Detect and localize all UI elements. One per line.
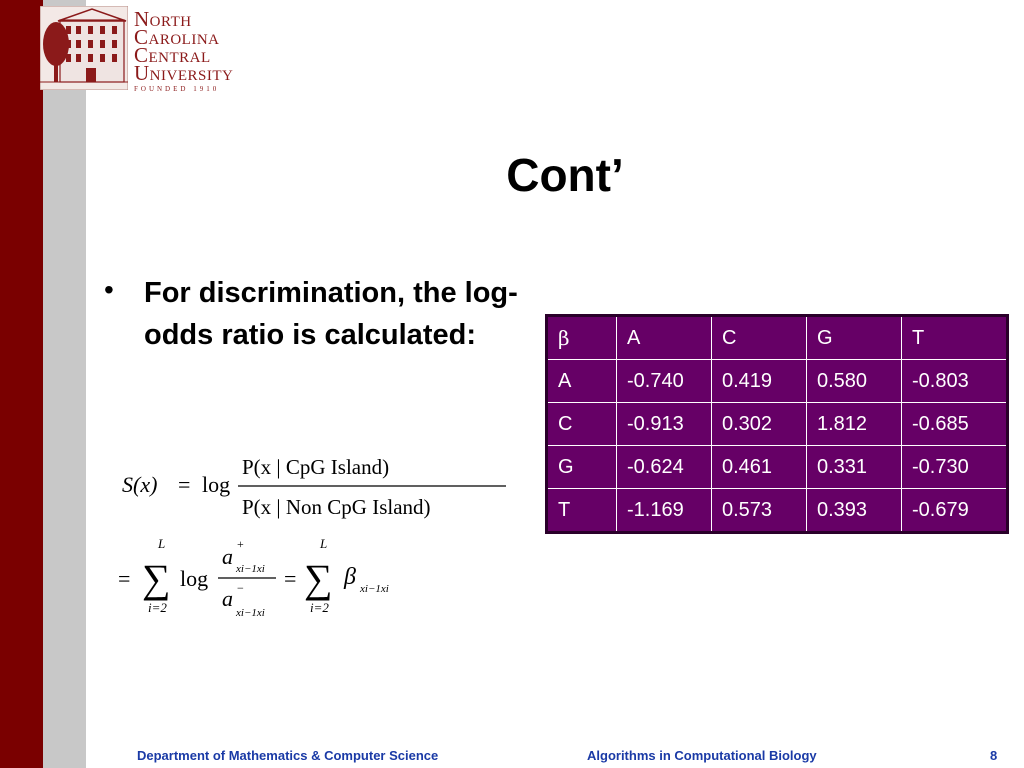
minus-superscript: −: [237, 581, 244, 595]
table-cell: 0.580: [806, 359, 902, 403]
page-number: 8: [990, 748, 998, 763]
table-cell: -0.679: [901, 488, 1008, 533]
equals-sign: =: [178, 472, 190, 497]
table-header-cell: β: [546, 315, 617, 360]
beta-symbol: β: [343, 564, 356, 590]
left-gray-stripe: [43, 0, 86, 768]
logo-founded: FOUNDED 1910: [134, 85, 220, 93]
table-header-row: β A C G T: [546, 315, 1008, 360]
table-cell: 0.302: [711, 402, 807, 446]
sum-equation: = L ∑ i=2 log a + xi−1xi a − xi−1xi = L …: [118, 536, 389, 619]
table-row: C -0.913 0.302 1.812 -0.685: [546, 402, 1008, 446]
a-plus-subscript: xi−1xi: [235, 563, 265, 575]
table-row: A -0.740 0.419 0.580 -0.803: [546, 359, 1008, 403]
table-cell: 0.331: [806, 445, 902, 489]
a-minus: a: [222, 586, 233, 611]
beta-table: β A C G T A -0.740 0.419 0.580 -0.803 C …: [545, 314, 1009, 534]
logo-line-4: University: [134, 61, 234, 85]
table-cell: C: [546, 402, 617, 446]
table-cell: T: [546, 488, 617, 533]
footer-course: Algorithms in Computational Biology: [587, 748, 817, 763]
table-cell: 1.812: [806, 402, 902, 446]
footer-department: Department of Mathematics & Computer Sci…: [137, 748, 439, 763]
table-row: G -0.624 0.461 0.331 -0.730: [546, 445, 1008, 489]
equation-denominator: P(x | Non CpG Island): [242, 495, 431, 519]
table-cell: -0.803: [901, 359, 1008, 403]
beta-subscript: xi−1xi: [359, 583, 389, 595]
table-cell: 0.419: [711, 359, 807, 403]
equals-sign-2: =: [118, 566, 130, 591]
bullet-dot-icon: •: [104, 274, 114, 305]
table-cell: 0.573: [711, 488, 807, 533]
table-cell: A: [546, 359, 617, 403]
equation-log: log: [202, 472, 230, 497]
table-cell: -0.740: [616, 359, 712, 403]
table-cell: -0.685: [901, 402, 1008, 446]
logo-line-2: Carolina: [134, 25, 220, 49]
table-cell: -0.624: [616, 445, 712, 489]
sum-lower-1: i=2: [148, 600, 167, 615]
a-minus-subscript: xi−1xi: [235, 607, 265, 619]
table-cell: G: [546, 445, 617, 489]
table-header-cell: A: [616, 315, 712, 360]
equation-log-2: log: [180, 566, 208, 591]
equation-numerator: P(x | CpG Island): [242, 455, 389, 479]
log-odds-equation: S(x) = log P(x | CpG Island) P(x | Non C…: [122, 455, 506, 519]
sum-upper-1: L: [157, 536, 165, 551]
table-header-cell: C: [711, 315, 807, 360]
left-red-stripe: [0, 0, 43, 768]
building-icon: [40, 6, 128, 90]
table-header-cell: T: [901, 315, 1008, 360]
table-cell: -0.730: [901, 445, 1008, 489]
table-cell: 0.461: [711, 445, 807, 489]
slide-title: Cont’: [506, 149, 624, 201]
logo-line-3: Central: [134, 43, 211, 67]
bullet-text: For discrimination, the log-odds ratio i…: [144, 277, 518, 351]
plus-superscript: +: [237, 537, 244, 551]
a-plus: a: [222, 544, 233, 569]
university-logo: North Carolina Central University FOUNDE…: [40, 6, 250, 94]
equation-lhs: S(x): [122, 472, 157, 497]
sum-sign-1: ∑: [142, 556, 171, 601]
table-cell: -0.913: [616, 402, 712, 446]
sum-sign-2: ∑: [304, 556, 333, 601]
table-header-cell: G: [806, 315, 902, 360]
equals-sign-3: =: [284, 566, 296, 591]
sum-lower-2: i=2: [310, 600, 329, 615]
sum-upper-2: L: [319, 536, 327, 551]
table-row: T -1.169 0.573 0.393 -0.679: [546, 488, 1008, 533]
logo-wordmark: North Carolina Central University FOUNDE…: [134, 7, 234, 94]
table-cell: -1.169: [616, 488, 712, 533]
logo-line-1: North: [134, 7, 192, 31]
table-cell: 0.393: [806, 488, 902, 533]
